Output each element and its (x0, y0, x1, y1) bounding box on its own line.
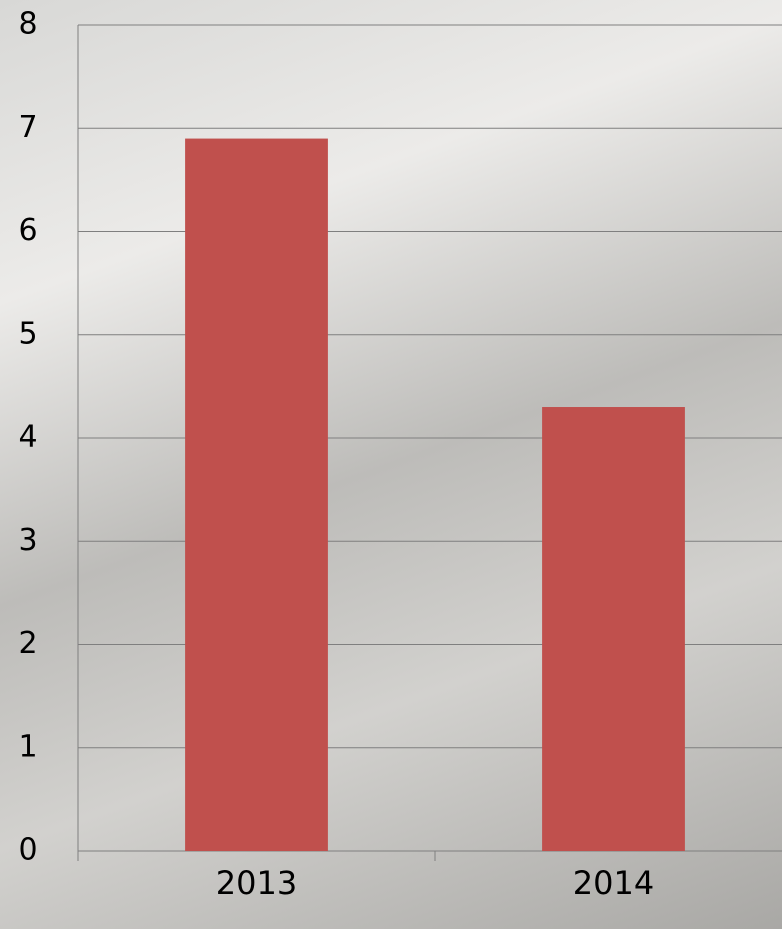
y-tick-label: 8 (18, 7, 37, 42)
y-tick-label: 0 (18, 833, 37, 868)
y-tick-label: 7 (18, 110, 37, 145)
y-tick-label: 1 (18, 729, 37, 764)
page: 01234567820132014 (() => { const data = … (0, 0, 782, 929)
chart: 0 1 2 3 4 5 6 7 8 2013 2014 (0, 0, 782, 929)
y-tick-label: 2 (18, 626, 37, 661)
y-tick-label: 4 (18, 420, 37, 455)
bar (542, 407, 685, 851)
x-tick-label: 2014 (573, 864, 654, 902)
bar (185, 139, 328, 851)
y-tick-label: 5 (18, 316, 37, 351)
x-tick-label: 2013 (216, 864, 297, 902)
y-tick-label: 6 (18, 213, 37, 248)
y-tick-label: 3 (18, 523, 37, 558)
